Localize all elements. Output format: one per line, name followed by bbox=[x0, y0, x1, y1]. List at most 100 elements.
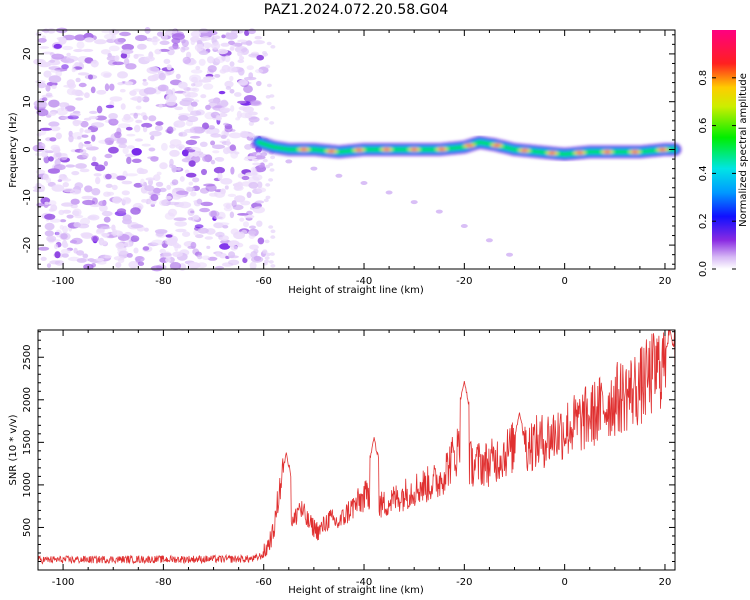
noise-blob bbox=[46, 28, 56, 34]
noise-blob bbox=[124, 241, 133, 248]
noise-blob bbox=[255, 200, 265, 204]
noise-blob bbox=[232, 183, 240, 187]
noise-blob bbox=[218, 90, 226, 95]
noise-blob bbox=[248, 233, 255, 239]
bottom-x-axis-label: Height of straight line (km) bbox=[288, 585, 424, 596]
noise-blob bbox=[255, 80, 262, 87]
noise-blob bbox=[154, 229, 168, 234]
noise-blob bbox=[108, 118, 113, 124]
noise-blob bbox=[169, 149, 180, 157]
noise-blob bbox=[165, 234, 173, 238]
noise-blob bbox=[208, 210, 220, 218]
noise-blob bbox=[131, 158, 142, 163]
noise-blob bbox=[75, 97, 84, 101]
noise-blob bbox=[199, 207, 211, 213]
noise-blob bbox=[103, 191, 111, 197]
ridge-hotspot bbox=[521, 149, 528, 152]
bottom-y-axis-label: SNR (10 * v/v) bbox=[8, 414, 19, 485]
noise-blob bbox=[244, 252, 252, 260]
noise-blob bbox=[266, 83, 272, 88]
ridge-hotspot bbox=[465, 144, 473, 147]
noise-blob bbox=[262, 249, 268, 253]
noise-blob bbox=[248, 182, 259, 189]
noise-blob bbox=[103, 33, 115, 40]
noise-blob bbox=[157, 84, 169, 92]
noise-blob bbox=[104, 83, 110, 92]
noise-blob bbox=[173, 217, 187, 221]
noise-blob bbox=[65, 164, 76, 168]
branch-point bbox=[506, 252, 513, 257]
bottom-x-tick-label: 20 bbox=[659, 577, 672, 588]
noise-blob bbox=[111, 184, 118, 191]
noise-blob bbox=[245, 172, 256, 177]
top-x-tick-label: 0 bbox=[561, 276, 567, 287]
noise-blob bbox=[198, 58, 206, 66]
noise-blob bbox=[244, 214, 255, 219]
noise-blob bbox=[217, 222, 230, 226]
noise-blob bbox=[227, 40, 235, 45]
noise-blob bbox=[114, 131, 122, 139]
noise-blob bbox=[171, 165, 177, 173]
noise-blob bbox=[96, 89, 107, 95]
noise-blob bbox=[190, 110, 202, 116]
noise-blob bbox=[112, 61, 125, 66]
noise-blob bbox=[178, 131, 188, 137]
branch-point bbox=[310, 166, 318, 171]
noise-blob bbox=[174, 106, 184, 111]
noise-blob bbox=[89, 110, 98, 114]
noise-blob bbox=[227, 193, 237, 197]
noise-blob bbox=[82, 199, 96, 206]
noise-blob bbox=[48, 99, 60, 108]
noise-blob bbox=[144, 185, 155, 192]
noise-blob bbox=[131, 95, 145, 102]
noise-blob bbox=[237, 100, 247, 104]
noise-blob bbox=[95, 258, 105, 262]
noise-blob bbox=[247, 230, 257, 235]
noise-blob bbox=[84, 92, 90, 99]
noise-blob bbox=[103, 254, 112, 259]
noise-blob bbox=[153, 174, 161, 182]
noise-blob bbox=[105, 183, 113, 188]
noise-blob bbox=[246, 191, 252, 198]
noise-blob bbox=[226, 138, 231, 147]
bottom-y-tick-label: 1000 bbox=[22, 472, 33, 497]
noise-blob bbox=[117, 71, 128, 79]
noise-blob bbox=[224, 185, 229, 190]
bottom-y-tick-label: 2500 bbox=[22, 345, 33, 370]
noise-blob bbox=[182, 56, 191, 64]
noise-blob bbox=[220, 188, 226, 195]
noise-blob bbox=[105, 173, 112, 180]
noise-blob bbox=[109, 83, 115, 91]
noise-blob bbox=[224, 80, 234, 88]
noise-blob bbox=[150, 265, 164, 272]
noise-blob bbox=[150, 156, 159, 162]
noise-blob bbox=[47, 168, 61, 174]
noise-blob bbox=[198, 50, 209, 55]
noise-blob bbox=[250, 100, 261, 105]
noise-blob bbox=[62, 182, 69, 188]
noise-blob bbox=[76, 250, 85, 256]
noise-blob bbox=[158, 48, 170, 52]
noise-blob bbox=[264, 259, 269, 264]
noise-blob bbox=[48, 121, 60, 127]
top-y-tick-label: 0 bbox=[22, 146, 33, 152]
noise-blob bbox=[90, 60, 99, 68]
ridge-hotspot bbox=[659, 148, 666, 151]
noise-blob bbox=[118, 123, 131, 129]
noise-blob bbox=[265, 252, 271, 257]
noise-blob bbox=[131, 148, 142, 156]
noise-blob bbox=[56, 107, 68, 116]
noise-blob bbox=[233, 185, 244, 191]
noise-blob bbox=[191, 87, 200, 93]
noise-blob bbox=[223, 147, 230, 155]
noise-blob bbox=[69, 112, 81, 117]
noise-blob bbox=[190, 69, 203, 74]
noise-blob bbox=[84, 144, 93, 148]
noise-blob bbox=[234, 195, 246, 203]
noise-blob bbox=[101, 30, 115, 34]
noise-blob bbox=[112, 228, 117, 237]
noise-blob bbox=[238, 67, 245, 76]
noise-blob bbox=[50, 69, 61, 73]
noise-blob bbox=[84, 141, 91, 145]
